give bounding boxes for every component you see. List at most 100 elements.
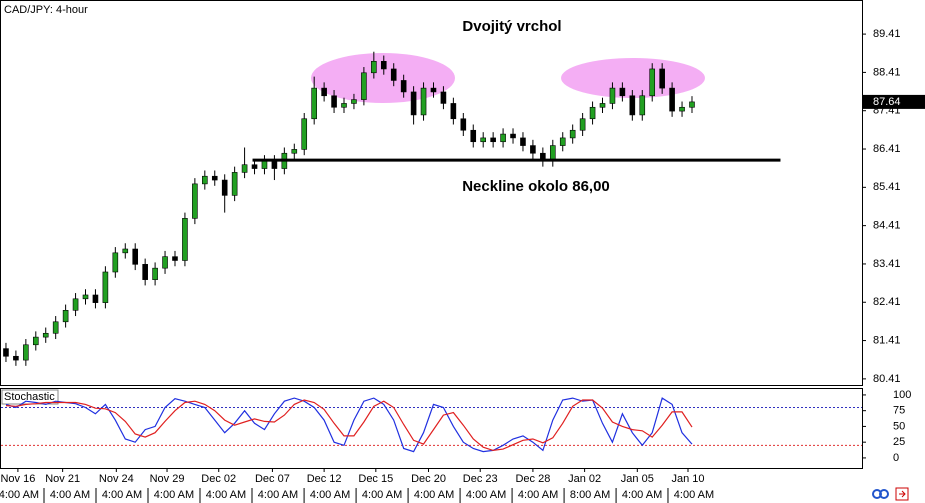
candle-body	[530, 145, 536, 154]
y-tick-label: 84.41	[873, 220, 901, 232]
y-tick-label: 85.41	[873, 181, 901, 193]
candle-body	[430, 87, 437, 93]
x-tick-label: 4:00 AM	[466, 489, 506, 501]
y-tick-label: 83.41	[873, 258, 901, 270]
x-tick-label: 4:00 AM	[362, 489, 402, 501]
candle-body	[609, 87, 616, 104]
arrow	[899, 490, 906, 498]
x-tick-label: 4:00 AM	[310, 489, 350, 501]
candle-body	[271, 160, 278, 169]
candle-body	[13, 355, 19, 361]
candle-body	[182, 218, 188, 261]
candle-body	[142, 264, 148, 280]
candle-body	[221, 179, 228, 196]
highlight-left-top	[311, 53, 455, 103]
last-price-tag	[863, 94, 925, 109]
link-icon[interactable]	[879, 489, 889, 499]
candle-body	[62, 309, 69, 323]
candle-body	[92, 294, 99, 303]
x-tick-label: 4:00 AM	[206, 489, 246, 501]
x-tick-label: 8:00 AM	[570, 489, 610, 501]
x-tick-label: Nov 16	[0, 473, 35, 485]
chart-title: CAD/JPY: 4-hour	[4, 4, 88, 16]
candle-body	[341, 103, 347, 108]
candle-body	[520, 137, 526, 146]
candle-body	[549, 145, 556, 162]
candle-body	[52, 321, 59, 334]
y-tick-label: 75	[893, 405, 905, 417]
candle-body	[589, 106, 596, 120]
candle-body	[599, 103, 606, 108]
highlight-right-top	[561, 58, 705, 98]
y-tick-label: 50	[893, 420, 905, 432]
candle-body	[649, 68, 656, 97]
annotation: Neckline okolo 86,00	[462, 178, 610, 195]
x-tick-label: 4:00 AM	[102, 489, 142, 501]
candle-body	[679, 106, 685, 112]
y-tick-label: 89.41	[873, 28, 901, 40]
candle-body	[351, 99, 357, 104]
candle-body	[202, 175, 208, 185]
candle-body	[82, 294, 89, 300]
x-tick-label: Jan 02	[568, 473, 601, 485]
candle-body	[510, 133, 516, 139]
candle-body	[639, 95, 646, 116]
x-tick-label: 4:00 AM	[50, 489, 90, 501]
candle-body	[669, 87, 675, 112]
x-tick-label: Nov 29	[150, 473, 185, 485]
candle-body	[321, 87, 327, 97]
candle-body	[42, 332, 49, 338]
candle-body	[579, 118, 586, 131]
candle-body	[490, 137, 496, 143]
last-price-label: 87.64	[873, 96, 901, 108]
candle-body	[619, 87, 626, 97]
candle-body	[231, 172, 238, 196]
candle-body	[689, 101, 695, 108]
annotation: Dvojitý vrchol	[462, 18, 561, 35]
candle-body	[162, 256, 168, 269]
y-tick-label: 88.41	[873, 66, 901, 78]
candle-body	[192, 183, 198, 219]
y-tick-label: 25	[893, 436, 905, 448]
candle-body	[480, 137, 486, 143]
candle-body	[440, 91, 447, 104]
x-tick-label: Dec 20	[411, 473, 446, 485]
x-tick-label: Dec 23	[463, 473, 498, 485]
candle-body	[261, 160, 268, 169]
x-tick-label: Nov 24	[99, 473, 134, 485]
x-tick-label: 4:00 AM	[674, 489, 714, 501]
candle-body	[301, 118, 308, 150]
x-tick-label: 4:00 AM	[414, 489, 454, 501]
title-bg	[2, 2, 92, 17]
candle-body	[241, 164, 248, 173]
x-tick-label: 4:00 AM	[258, 489, 298, 501]
x-tick-label: Nov 21	[45, 473, 80, 485]
x-tick-label: 4:00 AM	[518, 489, 558, 501]
main-panel-border	[0, 0, 863, 386]
x-tick-label: Jan 05	[621, 473, 654, 485]
candle-body	[559, 137, 566, 146]
candle-body	[659, 68, 665, 89]
candle-body	[390, 68, 397, 81]
y-tick-label: 0	[893, 452, 899, 464]
candle-body	[500, 133, 506, 143]
candle-body	[251, 164, 258, 169]
candle-body	[410, 91, 417, 116]
stoch-line	[5, 397, 693, 453]
stoch-panel-border	[0, 388, 863, 469]
candle-body	[291, 149, 298, 154]
y-tick-label: 82.41	[873, 296, 901, 308]
candle-body	[371, 60, 377, 74]
candle-body	[470, 129, 477, 143]
y-tick-label: 81.41	[873, 334, 901, 346]
candle-body	[420, 87, 427, 116]
x-tick-label: Dec 07	[255, 473, 290, 485]
candle-body	[152, 267, 158, 280]
y-tick-label: 80.41	[873, 373, 901, 385]
x-tick-label: 4:00 AM	[0, 489, 39, 501]
candle-body	[112, 252, 119, 273]
candle-body	[32, 336, 39, 346]
x-tick-label: Jan 10	[671, 473, 704, 485]
